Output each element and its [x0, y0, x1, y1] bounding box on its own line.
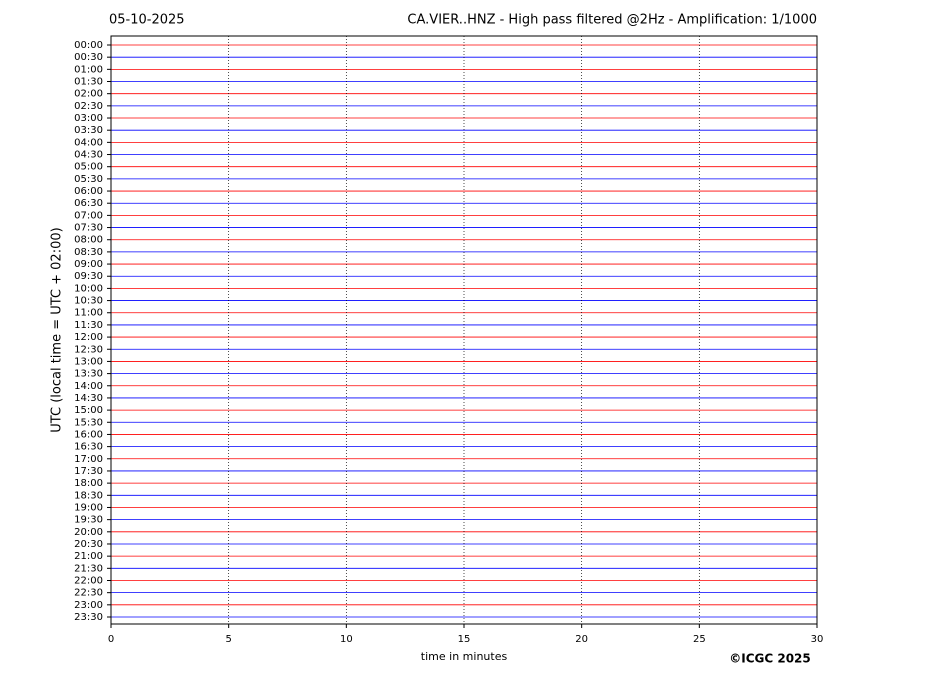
y-tick-label: 21:30	[74, 563, 103, 574]
y-tick-label: 01:00	[74, 64, 103, 75]
y-tick-label: 07:30	[74, 223, 103, 234]
y-tick-label: 11:30	[74, 320, 103, 331]
y-tick-label: 03:30	[74, 125, 103, 136]
y-tick-label: 20:30	[74, 539, 103, 550]
y-tick-label: 23:30	[74, 612, 103, 623]
y-tick-label: 12:00	[74, 332, 103, 343]
y-tick-label: 02:30	[74, 101, 103, 112]
y-tick-label: 04:00	[74, 137, 103, 148]
plot-frame	[110, 35, 818, 625]
y-tick-label: 10:00	[74, 283, 103, 294]
x-tick-label: 5	[225, 634, 231, 645]
date: 05-10-2025	[109, 13, 185, 28]
x-tick-label: 20	[575, 634, 588, 645]
y-tick-label: 13:30	[74, 369, 103, 380]
y-tick-label: 22:00	[74, 575, 103, 586]
x-tick-label: 30	[811, 634, 824, 645]
y-tick-label: 16:00	[74, 429, 103, 440]
chart-title: CA.VIER..HNZ - High pass filtered @2Hz -…	[407, 13, 817, 28]
y-tick-label: 17:00	[74, 454, 103, 465]
y-tick-label: 15:30	[74, 417, 103, 428]
y-tick-label: 20:00	[74, 527, 103, 538]
x-axis-label: time in minutes	[421, 650, 508, 663]
y-tick-label: 04:30	[74, 150, 103, 161]
y-tick-label: 14:00	[74, 381, 103, 392]
x-tick-label: 0	[108, 634, 114, 645]
y-tick-label: 03:00	[74, 113, 103, 124]
y-tick-label: 10:30	[74, 296, 103, 307]
x-tick-label: 10	[340, 634, 353, 645]
y-tick-label: 15:00	[74, 405, 103, 416]
y-tick-label: 23:00	[74, 600, 103, 611]
y-axis-label: UTC (local time = UTC + 02:00)	[50, 227, 65, 432]
x-tick-label: 15	[458, 634, 471, 645]
y-tick-label: 21:00	[74, 551, 103, 562]
y-tick-label: 18:00	[74, 478, 103, 489]
y-tick-label: 05:30	[74, 174, 103, 185]
y-tick-label: 19:30	[74, 515, 103, 526]
y-tick-label: 08:30	[74, 247, 103, 258]
y-tick-label: 05:00	[74, 162, 103, 173]
y-tick-label: 08:00	[74, 235, 103, 246]
y-tick-label: 18:30	[74, 490, 103, 501]
y-tick-label: 09:30	[74, 271, 103, 282]
credit: ©ICGC 2025	[729, 652, 811, 666]
y-tick-label: 16:30	[74, 442, 103, 453]
y-tick-label: 11:00	[74, 308, 103, 319]
y-tick-label: 07:00	[74, 210, 103, 221]
y-tick-label: 17:30	[74, 466, 103, 477]
y-tick-label: 19:00	[74, 502, 103, 513]
y-tick-label: 22:30	[74, 588, 103, 599]
y-tick-label: 02:00	[74, 89, 103, 100]
y-tick-label: 00:30	[74, 52, 103, 63]
y-tick-label: 09:00	[74, 259, 103, 270]
y-tick-label: 01:30	[74, 77, 103, 88]
y-tick-label: 06:00	[74, 186, 103, 197]
y-tick-label: 00:00	[74, 40, 103, 51]
y-tick-label: 14:30	[74, 393, 103, 404]
y-tick-label: 12:30	[74, 344, 103, 355]
y-tick-label: 06:30	[74, 198, 103, 209]
x-tick-label: 25	[693, 634, 706, 645]
y-tick-label: 13:00	[74, 356, 103, 367]
